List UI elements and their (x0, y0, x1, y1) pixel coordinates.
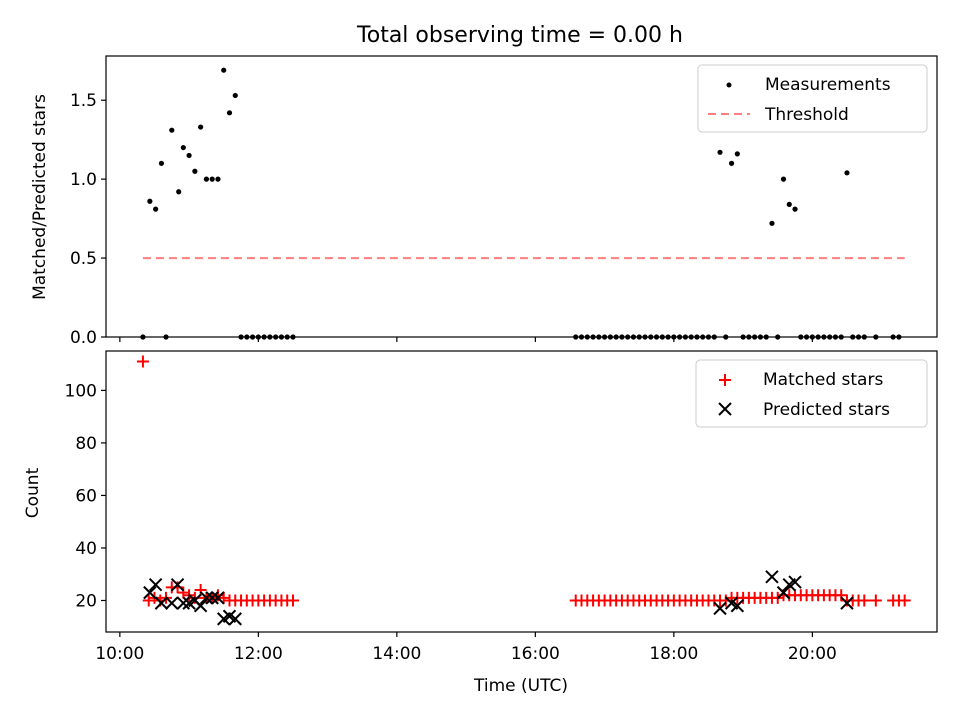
ratio-legend-box (697, 64, 928, 133)
ratio-plot-frame (105, 55, 938, 338)
count-legend: Matched stars Predicted stars (695, 359, 928, 428)
measurement-point (786, 201, 792, 207)
count-plot-frame (105, 350, 938, 633)
ratio-y-tick-label: 1.5 (70, 91, 97, 111)
predicted-stars-point (840, 596, 854, 610)
measurement-point (728, 160, 735, 166)
legend-measurements-marker (726, 82, 732, 88)
matched-stars-point (898, 594, 911, 607)
matched-stars-point (177, 586, 190, 599)
matched-stars-point (835, 589, 848, 602)
legend-predicted-stars-marker (718, 402, 732, 416)
predicted-stars-point (143, 585, 157, 600)
count-y-tick-label: 20 (75, 591, 97, 611)
measurement-point (209, 176, 215, 182)
count-x-axis-label: Time (UTC) (473, 676, 568, 696)
legend-measurements-label: Measurements (765, 75, 891, 95)
matched-stars-point (869, 594, 882, 607)
predicted-stars-point (776, 585, 791, 600)
count-y-tick-label: 40 (75, 539, 97, 559)
count-y-tick-label: 100 (65, 381, 97, 401)
count-panel: 10:00 12:00 14:00 16:00 18:00 20:00 20 40 60 80 10… (23, 350, 938, 696)
predicted-stars-point (713, 601, 727, 616)
measurement-point (215, 176, 221, 182)
measurement-point (717, 149, 723, 155)
measurement-point (158, 160, 164, 166)
count-axis-ticks: 10:00 12:00 14:00 16:00 18:00 20:00 20 40 60 80 10… (65, 381, 837, 664)
x-tick-label: 14:00 (372, 644, 421, 664)
predicted-stars-point (148, 578, 163, 592)
ratio-legend: Measurements Threshold (697, 64, 928, 133)
legend-matched-stars-marker (719, 374, 731, 386)
ratio-panel: 0.0 0.5 1.0 1.5 Matched/Predicted stars Mea… (30, 55, 938, 348)
measurement-point (153, 206, 159, 212)
x-tick-label: 12:00 (234, 644, 283, 664)
measurement-point (226, 110, 233, 116)
matched-stars-point (217, 591, 230, 604)
matched-stars-point (194, 583, 207, 596)
matched-stars-point (142, 594, 155, 607)
measurement-point (232, 92, 238, 99)
measurement-point (769, 220, 775, 226)
count-marks (136, 355, 911, 626)
count-legend-box (695, 359, 928, 428)
count-y-axis-label: Count (23, 467, 43, 518)
measurement-point (169, 127, 175, 133)
measurement-point (147, 198, 153, 204)
predicted-stars-point (730, 599, 745, 613)
x-tick-label: 20:00 (788, 644, 837, 664)
x-tick-label: 18:00 (649, 644, 698, 664)
ratio-axis-ticks: 0.0 0.5 1.0 1.5 (70, 91, 813, 348)
predicted-stars-point (228, 612, 242, 626)
ratio-y-tick-label: 0.0 (70, 328, 97, 348)
measurement-point (176, 189, 182, 195)
predicted-stars-point (154, 596, 169, 610)
count-y-tick-label: 60 (75, 486, 97, 506)
x-tick-label: 10:00 (95, 644, 144, 664)
measurement-point (844, 170, 850, 176)
ratio-y-tick-label: 0.5 (70, 249, 97, 269)
predicted-stars-point (788, 575, 802, 589)
measurement-point (203, 176, 210, 182)
measurement-point (180, 144, 186, 151)
predicted-stars-point (170, 578, 185, 592)
legend-threshold-label: Threshold (764, 105, 849, 125)
matched-stars-point (858, 594, 871, 607)
predicted-stars-point (165, 596, 179, 610)
measurement-point (198, 124, 204, 130)
predicted-stars-point (211, 591, 225, 605)
measurement-point (734, 151, 740, 157)
measurement-point (780, 176, 787, 182)
predicted-stars-point (765, 570, 779, 584)
measurement-point (792, 206, 798, 212)
ratio-y-tick-label: 1.0 (70, 170, 97, 190)
measurement-point (221, 67, 227, 73)
legend-predicted-stars-label: Predicted stars (763, 400, 890, 420)
measurement-point (192, 168, 198, 174)
ratio-y-axis-label: Matched/Predicted stars (30, 94, 50, 300)
chart-title: Total observing time = 0.00 h (356, 23, 683, 48)
matched-stars-point (136, 355, 149, 368)
predicted-stars-point (193, 599, 208, 613)
count-y-tick-label: 80 (75, 434, 97, 454)
x-tick-label: 16:00 (511, 644, 560, 664)
predicted-stars-point (199, 591, 214, 605)
matched-stars-point (286, 594, 299, 607)
legend-matched-stars-label: Matched stars (763, 370, 883, 390)
measurement-point (186, 152, 192, 159)
predicted-stars-point (176, 596, 191, 610)
predicted-stars-point (205, 591, 219, 605)
